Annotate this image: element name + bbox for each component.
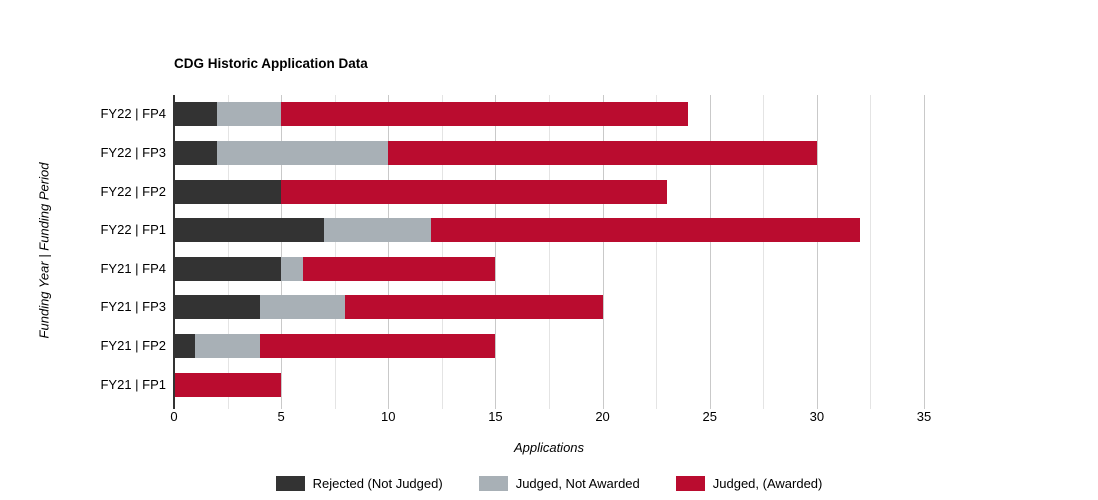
x-tick-label: 25 xyxy=(702,409,717,424)
y-axis-label: FY21 | FP4 xyxy=(100,260,166,276)
x-tick-label: 30 xyxy=(809,409,825,424)
major-gridline xyxy=(495,95,497,409)
y-axis-title: Funding Year | Funding Period xyxy=(36,162,52,339)
y-axis-label: FY22 | FP3 xyxy=(100,144,166,160)
bar-segment-rejected xyxy=(174,179,282,204)
legend-swatch-judged-awarded xyxy=(675,476,705,491)
legend-item-rejected: Rejected (Not Judged) xyxy=(275,476,443,491)
major-gridline xyxy=(816,95,818,409)
y-axis-label: FY22 | FP1 xyxy=(100,222,166,238)
y-axis-line xyxy=(173,95,175,409)
legend-label: Judged, Not Awarded xyxy=(515,476,640,491)
y-axis-label: FY22 | FP2 xyxy=(100,183,166,199)
minor-gridline xyxy=(227,95,229,409)
legend-label: Rejected (Not Judged) xyxy=(312,476,443,491)
bar-segment-judged-awarded xyxy=(174,372,282,397)
minor-gridline xyxy=(549,95,550,409)
legend-swatch-judged-not-awarded xyxy=(478,476,508,491)
major-gridline xyxy=(924,95,925,409)
legend-swatch-rejected xyxy=(275,476,305,491)
minor-gridline xyxy=(763,95,765,409)
major-gridline xyxy=(388,95,390,409)
x-tick-label: 0 xyxy=(170,409,178,424)
minor-gridline xyxy=(656,95,658,409)
legend-label: Judged, (Awarded) xyxy=(712,476,823,491)
legend: Rejected (Not Judged) Judged, Not Awarded… xyxy=(0,476,1098,491)
x-tick-label: 10 xyxy=(381,409,396,424)
bar-segment-judged-not-awarded xyxy=(195,334,260,359)
bar-segment-judged-awarded xyxy=(281,102,689,127)
bar-segment-rejected xyxy=(174,218,324,243)
x-tick-label: 5 xyxy=(277,409,285,424)
legend-item-judged-not-awarded: Judged, Not Awarded xyxy=(478,476,640,491)
y-axis-label: FY22 | FP4 xyxy=(100,106,166,122)
x-tick-label: 15 xyxy=(488,409,503,424)
major-gridline xyxy=(281,95,283,409)
bar-segment-rejected xyxy=(174,256,282,281)
bar-segment-judged-not-awarded xyxy=(281,256,303,281)
y-axis-label: FY21 | FP2 xyxy=(100,338,166,354)
bar-segment-judged-awarded xyxy=(302,256,496,281)
bar-segment-rejected xyxy=(174,295,260,320)
y-axis-label: FY21 | FP1 xyxy=(100,376,166,392)
bar-segment-rejected xyxy=(174,102,217,127)
bar-segment-judged-awarded xyxy=(345,295,603,320)
major-gridline xyxy=(602,95,604,409)
bar-segment-rejected xyxy=(174,334,196,359)
bar-segment-judged-awarded xyxy=(281,179,667,204)
bar-segment-judged-awarded xyxy=(388,140,817,165)
chart-title: CDG Historic Application Data xyxy=(174,56,368,71)
bar-segment-judged-not-awarded xyxy=(324,218,432,243)
bar-segment-rejected xyxy=(174,140,217,165)
bar-segment-judged-not-awarded xyxy=(216,140,389,165)
bar-segment-judged-not-awarded xyxy=(259,295,346,320)
minor-gridline xyxy=(870,95,872,409)
bar-segment-judged-awarded xyxy=(431,218,860,243)
bar-segment-judged-not-awarded xyxy=(216,102,282,127)
x-axis-title: Applications xyxy=(513,440,585,455)
minor-gridline xyxy=(334,95,336,409)
major-gridline xyxy=(709,95,711,409)
legend-item-judged-awarded: Judged, (Awarded) xyxy=(675,476,823,491)
minor-gridline xyxy=(441,95,443,409)
x-tick-label: 35 xyxy=(916,409,932,424)
x-tick-label: 20 xyxy=(595,409,610,424)
y-axis-label: FY21 | FP3 xyxy=(100,299,166,315)
bar-segment-judged-awarded xyxy=(259,334,496,359)
